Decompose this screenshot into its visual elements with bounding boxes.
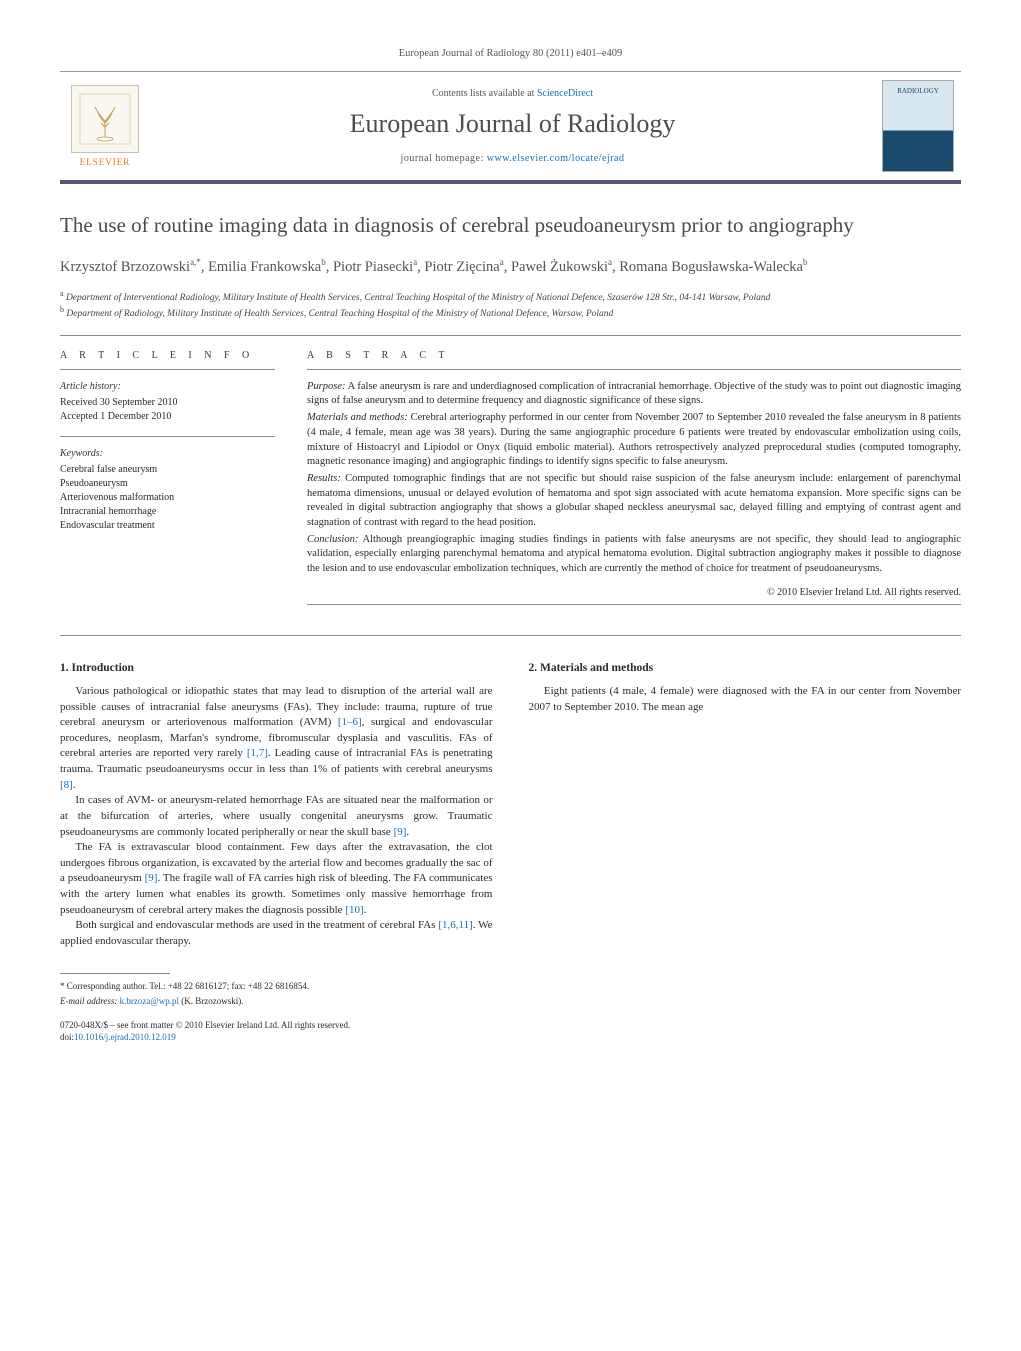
affiliations: a Department of Interventional Radiology… xyxy=(60,289,961,321)
masthead: ELSEVIER Contents lists available at Sci… xyxy=(60,71,961,184)
running-header: European Journal of Radiology 80 (2011) … xyxy=(60,48,961,59)
section-title: 2. Materials and methods xyxy=(529,660,962,676)
abstract-paragraph: Results: Computed tomographic findings t… xyxy=(307,472,961,531)
abstract-column: A B S T R A C T Purpose: A false aneurys… xyxy=(307,350,961,615)
publisher-logo-block: ELSEVIER xyxy=(60,72,150,180)
publisher-name: ELSEVIER xyxy=(80,157,131,167)
affiliation: a Department of Interventional Radiology… xyxy=(60,289,961,305)
affiliation: b Department of Radiology, Military Inst… xyxy=(60,305,961,321)
keyword: Pseudoaneurysm xyxy=(60,477,275,491)
body-paragraph: Both surgical and endovascular methods a… xyxy=(60,918,493,949)
doi-block: 0720-048X/$ – see front matter © 2010 El… xyxy=(60,1019,493,1043)
article-info-column: A R T I C L E I N F O Article history: R… xyxy=(60,350,275,615)
email-link[interactable]: k.brzoza@wp.pl xyxy=(120,996,179,1006)
abstract-lead: Conclusion: xyxy=(307,534,358,545)
abstract-copyright: © 2010 Elsevier Ireland Ltd. All rights … xyxy=(307,587,961,598)
section: 1. Introduction Various pathological or i… xyxy=(60,660,493,1043)
contents-available: Contents lists available at ScienceDirec… xyxy=(158,88,867,99)
journal-cover-block: RADIOLOGY xyxy=(875,72,961,180)
ref-link[interactable]: [8] xyxy=(60,779,73,791)
divider xyxy=(60,335,961,336)
article-title: The use of routine imaging data in diagn… xyxy=(60,212,961,238)
elsevier-tree-icon xyxy=(71,85,139,153)
received-date: Received 30 September 2010 xyxy=(60,396,275,410)
body-paragraph: In cases of AVM- or aneurysm-related hem… xyxy=(60,793,493,840)
abstract-text: Although preangiographic imaging studies… xyxy=(307,534,961,574)
abstract-heading: A B S T R A C T xyxy=(307,350,961,361)
cover-label: RADIOLOGY xyxy=(883,87,953,95)
journal-name: European Journal of Radiology xyxy=(158,109,867,139)
journal-homepage: journal homepage: www.elsevier.com/locat… xyxy=(158,153,867,164)
abstract-paragraph: Conclusion: Although preangiographic ima… xyxy=(307,533,961,577)
article-history: Article history: Received 30 September 2… xyxy=(60,380,275,424)
divider xyxy=(60,369,275,370)
divider xyxy=(60,436,275,437)
accepted-date: Accepted 1 December 2010 xyxy=(60,410,275,424)
masthead-center: Contents lists available at ScienceDirec… xyxy=(150,72,875,180)
journal-cover-icon: RADIOLOGY xyxy=(882,80,954,172)
issn-line: 0720-048X/$ – see front matter © 2010 El… xyxy=(60,1019,493,1031)
abstract-lead: Materials and methods: xyxy=(307,412,408,423)
section: 2. Materials and methods Eight patients (… xyxy=(529,660,962,716)
contents-available-prefix: Contents lists available at xyxy=(432,88,537,99)
divider xyxy=(307,369,961,370)
abstract-body: Purpose: A false aneurysm is rare and un… xyxy=(307,380,961,577)
keyword: Endovascular treatment xyxy=(60,519,275,533)
ref-link[interactable]: [9] xyxy=(145,872,158,884)
keyword: Cerebral false aneurysm xyxy=(60,463,275,477)
ref-link[interactable]: [1,6,11] xyxy=(438,919,472,931)
body-columns: 1. Introduction Various pathological or i… xyxy=(60,660,961,1043)
body-paragraph: Eight patients (4 male, 4 female) were d… xyxy=(529,684,962,715)
footnotes: * Corresponding author. Tel.: +48 22 681… xyxy=(60,980,493,1006)
footnote-rule xyxy=(60,973,170,974)
history-label: Article history: xyxy=(60,380,275,394)
homepage-link[interactable]: www.elsevier.com/locate/ejrad xyxy=(487,153,625,164)
ref-link[interactable]: [9] xyxy=(394,826,407,838)
doi-line: doi:10.1016/j.ejrad.2010.12.019 xyxy=(60,1031,493,1043)
authors: Krzysztof Brzozowskia,*, Emilia Frankows… xyxy=(60,256,961,279)
ref-link[interactable]: [1–6] xyxy=(338,716,362,728)
keywords-label: Keywords: xyxy=(60,447,275,461)
keyword: Intracranial hemorrhage xyxy=(60,505,275,519)
divider xyxy=(60,635,961,636)
corresponding-author: * Corresponding author. Tel.: +48 22 681… xyxy=(60,980,493,992)
body-paragraph: Various pathological or idiopathic state… xyxy=(60,684,493,793)
divider xyxy=(307,604,961,605)
keywords-block: Keywords: Cerebral false aneurysmPseudoa… xyxy=(60,447,275,533)
abstract-lead: Purpose: xyxy=(307,381,346,392)
abstract-text: Computed tomographic findings that are n… xyxy=(307,473,961,528)
ref-link[interactable]: [1,7] xyxy=(247,747,268,759)
homepage-prefix: journal homepage: xyxy=(401,153,487,164)
abstract-paragraph: Purpose: A false aneurysm is rare and un… xyxy=(307,380,961,409)
sciencedirect-link[interactable]: ScienceDirect xyxy=(537,88,593,99)
abstract-text: A false aneurysm is rare and underdiagno… xyxy=(307,381,961,407)
article-info-heading: A R T I C L E I N F O xyxy=(60,350,275,361)
ref-link[interactable]: [10] xyxy=(345,904,363,916)
body-paragraph: The FA is extravascular blood containmen… xyxy=(60,840,493,918)
abstract-lead: Results: xyxy=(307,473,341,484)
doi-link[interactable]: 10.1016/j.ejrad.2010.12.019 xyxy=(74,1032,176,1042)
email-line: E-mail address: k.brzoza@wp.pl (K. Brzoz… xyxy=(60,995,493,1007)
section-title: 1. Introduction xyxy=(60,660,493,676)
abstract-paragraph: Materials and methods: Cerebral arteriog… xyxy=(307,411,961,470)
keyword: Arteriovenous malformation xyxy=(60,491,275,505)
